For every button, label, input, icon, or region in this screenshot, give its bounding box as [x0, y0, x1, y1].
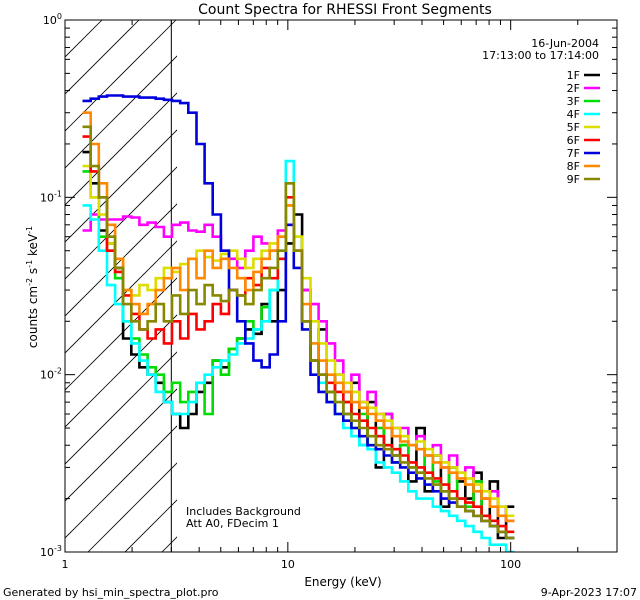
chart-title: Count Spectra for RHESSI Front Segments: [198, 2, 492, 18]
legend-label: 6F: [567, 134, 580, 147]
legend-label: 1F: [567, 69, 580, 82]
series-9F: [82, 125, 515, 540]
x-tick-label: 10: [281, 558, 295, 571]
x-axis-label: Energy (keV): [304, 575, 381, 589]
y-tick-label: 10-2: [40, 367, 62, 382]
hatched-region: [65, 20, 177, 552]
hatch-line: [65, 277, 177, 391]
y-tick-base: 10: [43, 14, 57, 27]
y-tick-exponent: -3: [54, 544, 62, 553]
hatch-line: [87, 462, 177, 552]
y-axis-label-sup3: -1: [25, 226, 34, 234]
hatch-line: [65, 55, 177, 169]
date-label: 16-Jun-2004: [531, 37, 599, 50]
legend-label: 2F: [567, 82, 580, 95]
time-range-label: 17:13:00 to 17:14:00: [482, 49, 599, 62]
hatch-line: [65, 203, 177, 317]
y-tick-exponent: -1: [54, 189, 62, 198]
legend-label: 5F: [567, 121, 580, 134]
y-tick-base: 10: [40, 369, 54, 382]
hatch-line: [65, 351, 177, 465]
y-tick-exponent: -2: [54, 367, 62, 376]
legend-label: 8F: [567, 160, 580, 173]
legend-label: 4F: [567, 108, 580, 121]
y-axis-label-sup2: -1: [25, 260, 34, 268]
y-axis-label-part1: counts cm: [26, 286, 40, 348]
y-axis-label: counts cm-2 s-1 keV-1: [25, 226, 40, 348]
series-3F: [82, 170, 515, 540]
legend-label: 7F: [567, 147, 580, 160]
legend-label: 9F: [567, 173, 580, 186]
footer-generated-by: Generated by hsi_min_spectra_plot.pro: [3, 586, 219, 599]
hatch-line: [65, 240, 177, 354]
annotation-attenuator: Att A0, FDecim 1: [186, 517, 279, 530]
y-tick-base: 10: [40, 191, 54, 204]
hatch-line: [65, 425, 177, 539]
annotation-background: Includes Background: [186, 505, 301, 518]
y-tick-base: 10: [40, 546, 54, 559]
hatch-line: [124, 499, 177, 552]
plot-frame: [64, 19, 618, 553]
hatch-line: [65, 20, 177, 132]
y-axis-label-sup1: -2: [25, 278, 34, 286]
y-axis-label-part3: keV: [26, 233, 40, 260]
series-7F: [82, 94, 515, 540]
series-layer: [82, 94, 515, 552]
hatch-line: [65, 20, 140, 95]
date-box: 16-Jun-2004 17:13:00 to 17:14:00: [482, 37, 599, 62]
x-tick-label: 100: [500, 558, 521, 571]
y-axis-label-part2: s: [26, 268, 40, 278]
hatch-line: [65, 92, 177, 206]
legend-label: 3F: [567, 95, 580, 108]
hatch-line: [65, 388, 177, 502]
footer-generated-on: 9-Apr-2023 17:07: [541, 586, 637, 599]
x-tick-label: 1: [62, 558, 69, 571]
y-tick-exponent: 0: [57, 12, 62, 21]
y-tick-label: 10-3: [40, 544, 62, 559]
y-tick-label: 100: [43, 12, 62, 27]
series-5F: [82, 164, 515, 518]
y-tick-label: 10-1: [40, 189, 62, 204]
